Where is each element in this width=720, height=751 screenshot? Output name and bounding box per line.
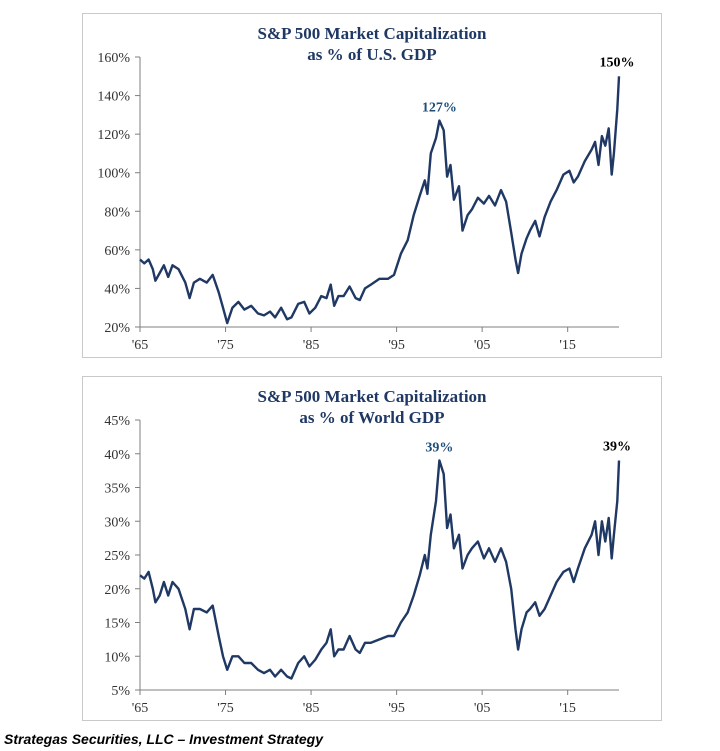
source-footer: Strategas Securities, LLC – Investment S…: [4, 731, 323, 747]
us-gdp-y-tick-label: 120%: [97, 128, 130, 143]
world-gdp-series-line: [139, 459, 621, 680]
world-gdp-title-line-1: S&P 500 Market Capitalization: [257, 387, 487, 406]
us-gdp-y-tick-label: 20%: [104, 321, 130, 336]
world-gdp-peak-label: 39%: [425, 441, 453, 456]
world-gdp-x-tick-label: '95: [388, 701, 405, 716]
us-gdp-x-tick-label: '95: [388, 338, 405, 353]
us-gdp-title-line-2: as % of U.S. GDP: [307, 45, 436, 64]
world-gdp-x-tick-label: '15: [559, 701, 576, 716]
world-gdp-x-tick-label: '75: [217, 701, 234, 716]
world-gdp-x-tick-label: '85: [303, 701, 320, 716]
world-gdp-y-tick-label: 10%: [104, 650, 130, 665]
us-gdp-y-tick-label: 160%: [97, 51, 130, 66]
chart-us-gdp-plot: S&P 500 Market Capitalization as % of U.S…: [97, 24, 635, 353]
world-gdp-title-line-2: as % of World GDP: [299, 408, 444, 427]
us-gdp-y-tick-label: 140%: [97, 90, 130, 105]
us-gdp-peak-label: 127%: [422, 101, 457, 116]
us-gdp-series-line: [139, 76, 621, 325]
us-gdp-x-tick-label: '75: [217, 338, 234, 353]
us-gdp-y-tick-label: 100%: [97, 167, 130, 182]
us-gdp-title-line-1: S&P 500 Market Capitalization: [257, 24, 487, 43]
world-gdp-y-tick-label: 35%: [104, 482, 130, 497]
world-gdp-y-tick-label: 45%: [104, 414, 130, 429]
us-gdp-x-tick-label: '15: [559, 338, 576, 353]
world-gdp-y-tick-label: 20%: [104, 583, 130, 598]
chart-world-gdp: S&P 500 Market Capitalization as % of Wor…: [82, 376, 662, 721]
world-gdp-end-label: 39%: [603, 440, 631, 455]
world-gdp-x-tick-label: '65: [132, 701, 149, 716]
us-gdp-y-tick-label: 80%: [104, 205, 130, 220]
world-gdp-x-tick-label: '05: [474, 701, 491, 716]
world-gdp-y-tick-label: 15%: [104, 617, 130, 632]
world-gdp-y-tick-label: 25%: [104, 549, 130, 564]
us-gdp-end-label: 150%: [600, 55, 635, 70]
us-gdp-x-tick-label: '05: [474, 338, 491, 353]
chart-us-gdp: S&P 500 Market Capitalization as % of U.S…: [82, 13, 662, 358]
world-gdp-y-tick-label: 40%: [104, 448, 130, 463]
world-gdp-y-tick-label: 5%: [111, 684, 130, 699]
us-gdp-y-tick-label: 40%: [104, 282, 130, 297]
us-gdp-x-tick-label: '65: [132, 338, 149, 353]
world-gdp-y-tick-label: 30%: [104, 515, 130, 530]
us-gdp-y-tick-label: 60%: [104, 244, 130, 259]
us-gdp-x-tick-label: '85: [303, 338, 320, 353]
chart-world-gdp-plot: S&P 500 Market Capitalization as % of Wor…: [104, 387, 631, 716]
